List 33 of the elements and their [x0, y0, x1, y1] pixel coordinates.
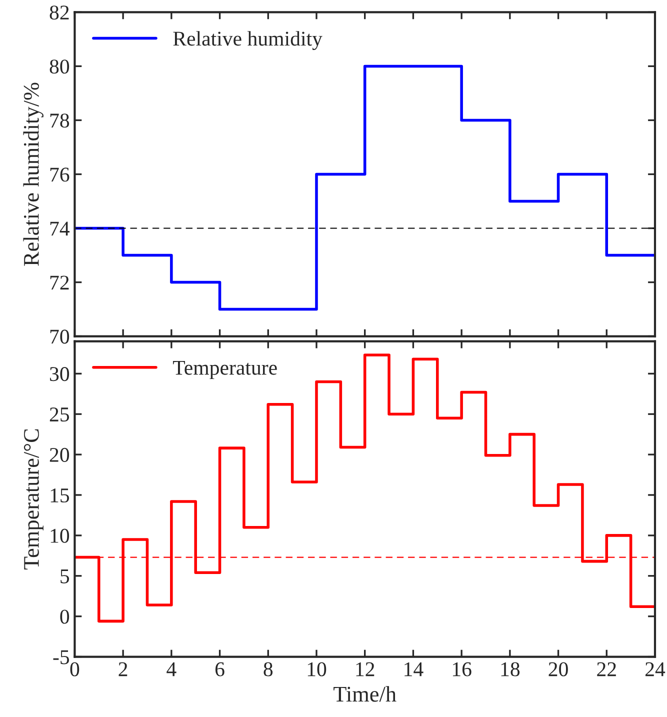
y-tick-label: 0: [60, 610, 70, 624]
x-tick-label: 14: [404, 662, 424, 676]
legend-label: Temperature: [173, 360, 277, 380]
y-tick-label: 5: [60, 569, 70, 584]
x-tick-label: 12: [356, 662, 374, 676]
y-tick-label: 10: [50, 528, 70, 543]
x-tick-label: 4: [166, 662, 176, 676]
y-tick-label: 74: [50, 222, 70, 236]
y-axis-title: Relative humidity/%: [23, 82, 44, 266]
y-axis-title: Temperature/°C: [24, 429, 44, 570]
x-tick-label: 6: [215, 662, 224, 676]
y-tick-label: -5: [53, 650, 70, 664]
x-tick-label: 16: [452, 662, 472, 676]
y-tick-label: 70: [50, 330, 70, 344]
x-tick-label: 24: [645, 662, 666, 676]
y-tick-label: 30: [50, 367, 70, 382]
y-tick-label: 80: [50, 60, 70, 74]
x-tick-label: 8: [264, 662, 273, 676]
y-tick-label: 82: [50, 6, 69, 20]
x-tick-label: 10: [308, 662, 326, 676]
y-tick-label: 72: [50, 276, 69, 290]
y-tick-label: 15: [50, 488, 70, 502]
y-tick-label: 78: [50, 114, 70, 128]
x-tick-label: 22: [597, 662, 616, 676]
x-axis-title: Time/h: [334, 686, 396, 702]
y-tick-label: 76: [50, 168, 70, 182]
y-tick-label: 20: [50, 448, 70, 462]
y-tick-label: 25: [50, 408, 70, 422]
legend-label: Relative humidity: [173, 31, 322, 50]
x-tick-label: 0: [70, 662, 80, 676]
x-tick-label: 20: [548, 662, 568, 676]
x-tick-label: 2: [118, 662, 128, 676]
x-tick-label: 18: [501, 662, 520, 676]
